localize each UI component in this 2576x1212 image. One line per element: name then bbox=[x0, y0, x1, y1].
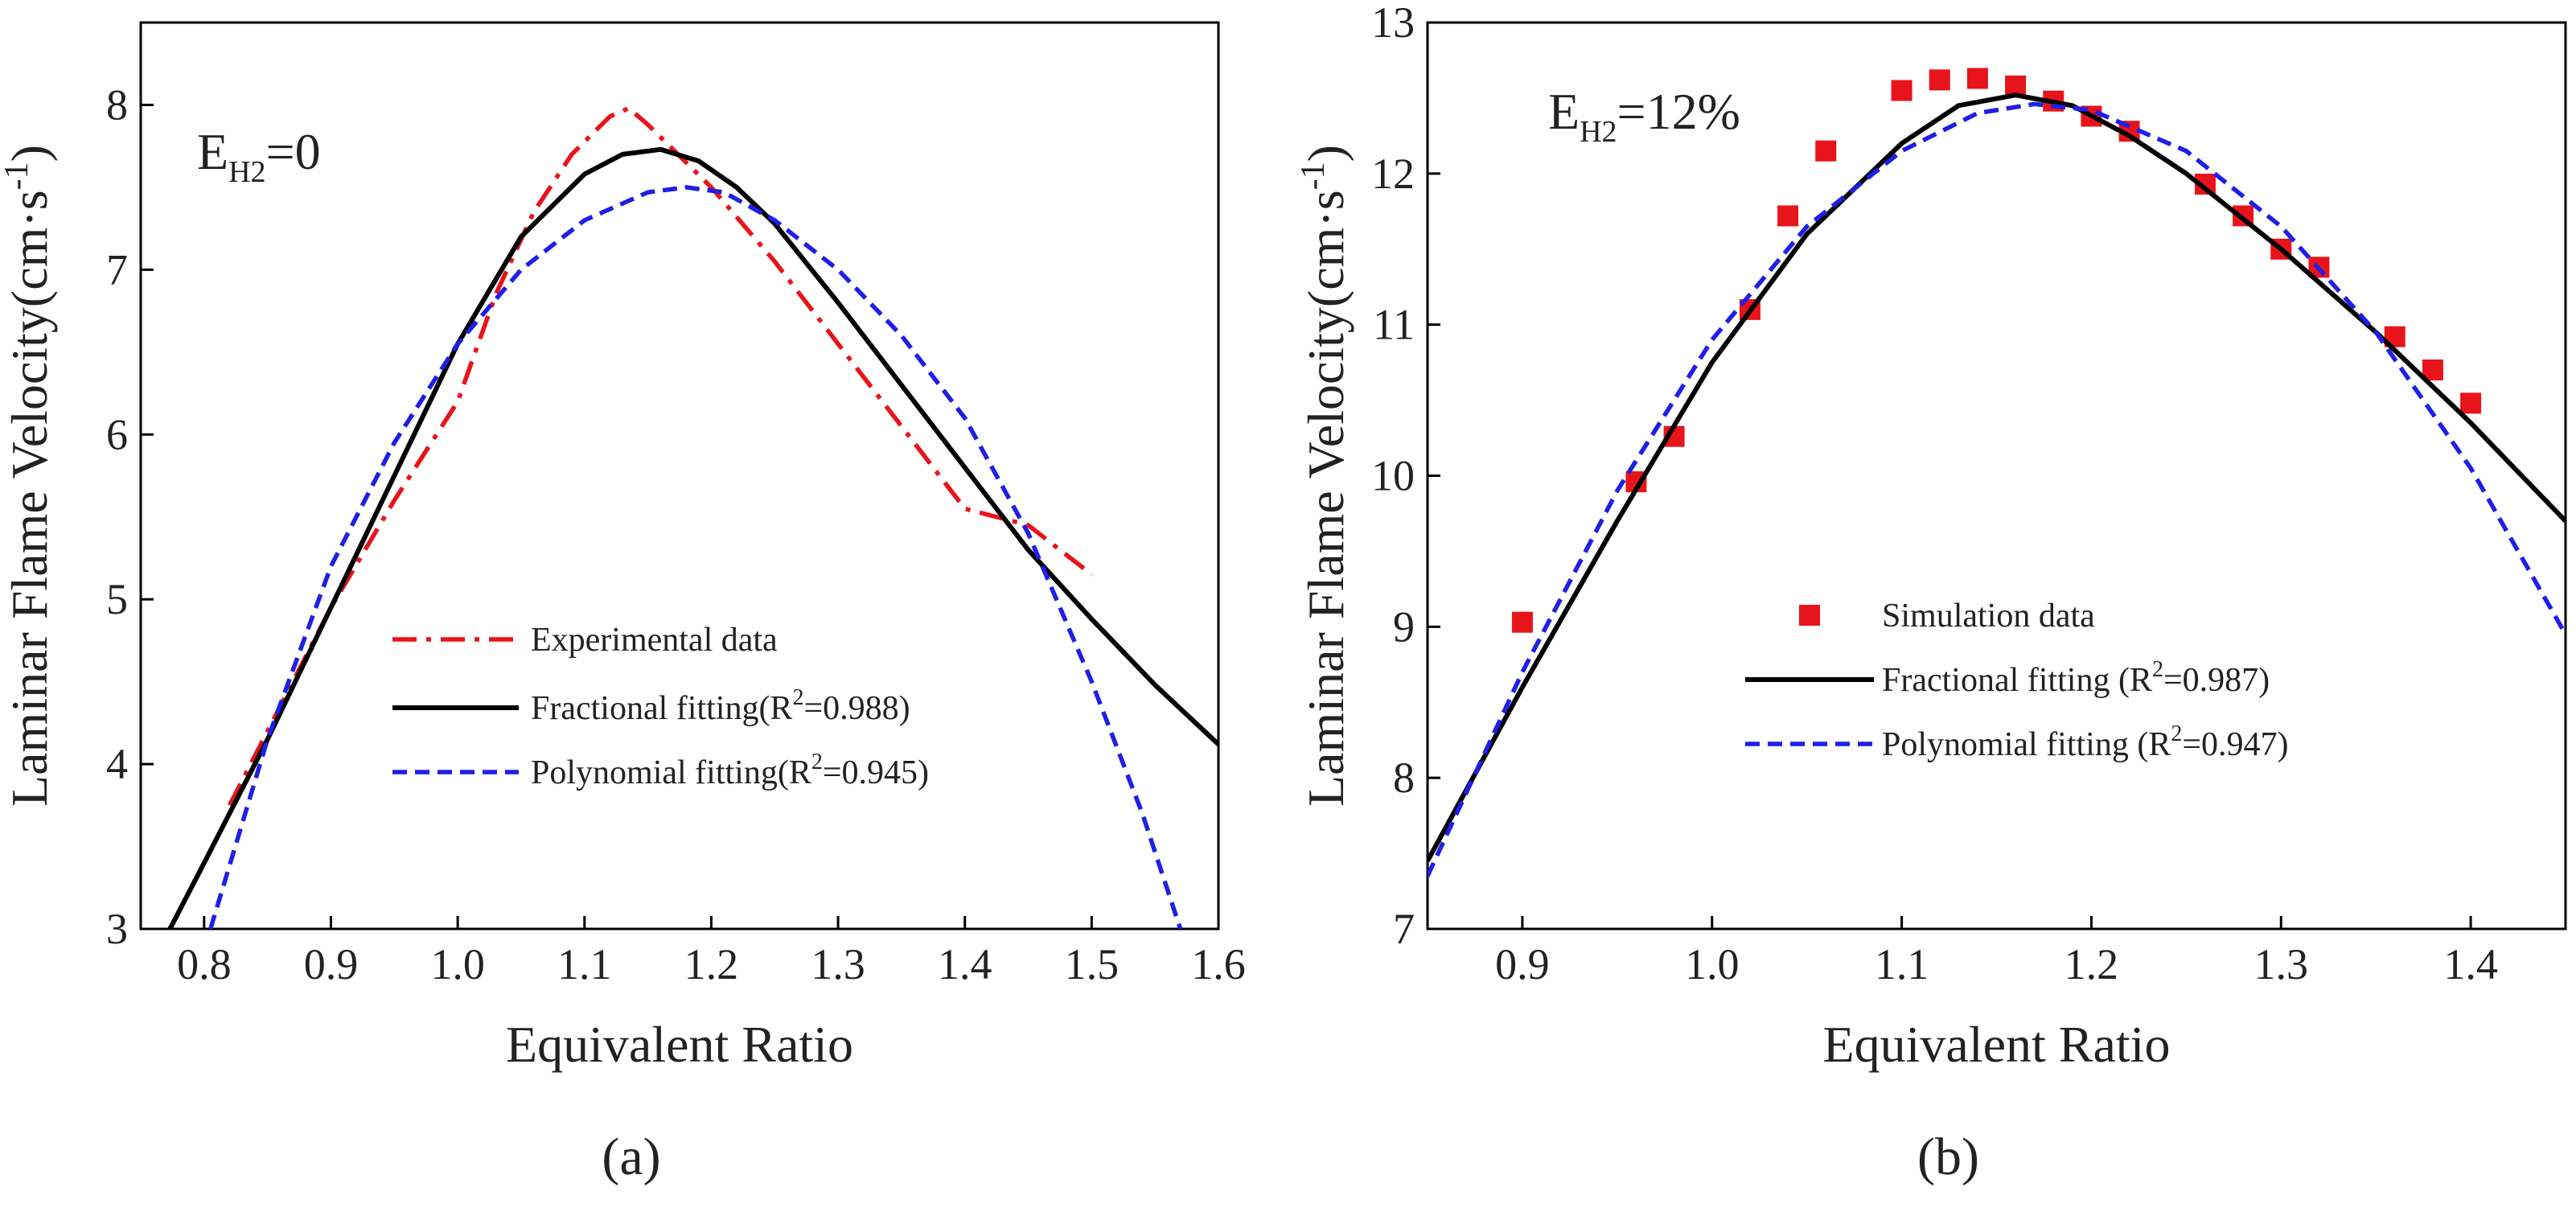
y-tick-label-b: 7 bbox=[1393, 905, 1415, 953]
series-line-polynomial-fitting bbox=[208, 185, 1183, 929]
legend-label-text: Experimental data bbox=[531, 622, 778, 659]
data-point bbox=[1777, 205, 1799, 227]
x-tick-label-a: 1.6 bbox=[1191, 940, 1246, 988]
y-axis-label-sup: -1 bbox=[1295, 162, 1332, 190]
x-tick-label-b: 0.9 bbox=[1495, 940, 1550, 988]
x-tick-label-a: 0.8 bbox=[177, 940, 232, 988]
annotation-a: EH2=0 bbox=[197, 123, 321, 189]
y-tick-label-b: 8 bbox=[1393, 754, 1415, 802]
x-tick-label-b: 1.3 bbox=[2254, 940, 2309, 988]
legend-marker bbox=[1799, 605, 1820, 626]
plot-frame-b bbox=[1426, 21, 2567, 931]
y-axis-label-b: Laminar Flame Velocity(cm·s-1) bbox=[1295, 145, 1354, 807]
data-point bbox=[1511, 611, 1533, 633]
series-line-polynomial-fitting bbox=[1428, 101, 2566, 877]
panel-b-chart: 0.9 1.0 1.1 1.2 1.3 1.4 7 8 9 10 11 12 13 Equivalent … bbox=[1295, 0, 2567, 1186]
legend-label-sup: 2 bbox=[811, 750, 823, 774]
legend-label-tail: =0.945) bbox=[823, 754, 929, 791]
y-tick-label-b: 13 bbox=[1371, 0, 1415, 47]
annotation-b: EH2=12% bbox=[1548, 83, 1740, 149]
legend-label: Simulation data bbox=[1882, 598, 2095, 635]
legend-label: Fractional fitting (R2=0.987) bbox=[1882, 657, 2270, 699]
annotation-main: E bbox=[1548, 83, 1580, 140]
panel-a-chart: 0.8 0.9 1.0 1.1 1.2 1.3 1.4 1.5 1.6 3 4 5 6 7 8 Equival… bbox=[0, 21, 1246, 1186]
series-line-experimental-data bbox=[227, 105, 1094, 807]
legend-label: Polynomial fitting(R2=0.945) bbox=[531, 750, 929, 791]
series-a-0 bbox=[227, 105, 1094, 807]
y-axis-label-text: Laminar Flame Velocity(cm·s bbox=[1, 190, 58, 807]
x-axis-label-a: Equivalent Ratio bbox=[506, 1016, 853, 1073]
x-tick-label-a: 1.1 bbox=[557, 940, 612, 988]
annotation-main: E bbox=[197, 123, 228, 180]
legend-label: Fractional fitting(R2=0.988) bbox=[531, 685, 910, 727]
x-tick-label-a: 0.9 bbox=[304, 940, 359, 988]
annotation-sub: H2 bbox=[228, 155, 265, 189]
series-b-0 bbox=[1511, 68, 2482, 633]
series-a-2 bbox=[208, 185, 1183, 929]
data-point bbox=[1815, 140, 1837, 162]
legend-label-text: Polynomial fitting(R bbox=[531, 754, 811, 791]
x-tick-label-b: 1.4 bbox=[2443, 940, 2498, 988]
series-b-1 bbox=[1428, 92, 2566, 862]
y-axis-label-close: ) bbox=[1297, 145, 1354, 162]
y-axis-label-a: Laminar Flame Velocity(cm·s-1) bbox=[0, 145, 58, 807]
legend-label-text: Fractional fitting (R bbox=[1882, 662, 2152, 699]
y-axis-label-text: Laminar Flame Velocity(cm·s bbox=[1297, 190, 1354, 807]
legend-label-text: Polynomial fitting (R bbox=[1882, 726, 2171, 763]
y-tick-label-b: 9 bbox=[1393, 602, 1415, 651]
data-point bbox=[1929, 69, 1950, 91]
plot-frame-a bbox=[139, 21, 1220, 931]
x-tick-label-a: 1.2 bbox=[684, 940, 739, 988]
x-tick-label-a: 1.0 bbox=[430, 940, 485, 988]
legend-label-tail: =0.987) bbox=[2163, 662, 2270, 699]
series-line-fractional-fitting bbox=[1428, 92, 2566, 862]
x-tick-label-a: 1.3 bbox=[811, 940, 865, 988]
legend-label-sup: 2 bbox=[2152, 657, 2163, 682]
panel-label-a: (a) bbox=[602, 1128, 660, 1186]
series-line-fractional-fitting bbox=[167, 146, 1218, 929]
series-a-1 bbox=[167, 146, 1218, 929]
legend-label: Polynomial fitting (R2=0.947) bbox=[1882, 721, 2289, 763]
x-axis-label-b: Equivalent Ratio bbox=[1823, 1016, 2171, 1073]
annotation-value: =0 bbox=[266, 123, 321, 180]
y-tick-label-a: 5 bbox=[106, 575, 128, 623]
legend-label-sup: 2 bbox=[792, 685, 803, 710]
y-tick-label-a: 4 bbox=[106, 740, 128, 788]
data-point bbox=[2460, 392, 2482, 414]
legend-label-tail: =0.947) bbox=[2182, 726, 2288, 763]
x-tick-label-b: 1.0 bbox=[1685, 940, 1740, 988]
y-tick-label-b: 10 bbox=[1371, 452, 1415, 500]
y-tick-label-a: 7 bbox=[106, 245, 128, 294]
annotation-value: =12% bbox=[1617, 83, 1740, 140]
legend-label: Experimental data bbox=[531, 622, 778, 659]
y-tick-label-b: 12 bbox=[1371, 150, 1415, 198]
y-tick-label-b: 11 bbox=[1373, 301, 1415, 349]
series-b-2 bbox=[1428, 101, 2566, 877]
y-axis-label-close: ) bbox=[1, 145, 58, 162]
x-tick-label-a: 1.4 bbox=[938, 940, 992, 988]
legend-label-tail: =0.988) bbox=[803, 690, 910, 727]
legend-label-sup: 2 bbox=[2171, 721, 2182, 746]
x-tick-label-a: 1.5 bbox=[1065, 940, 1120, 988]
y-axis-label-sup: -1 bbox=[0, 162, 35, 190]
legend-label-text: Simulation data bbox=[1882, 598, 2095, 635]
y-tick-label-a: 3 bbox=[106, 905, 128, 953]
panel-label-b: (b) bbox=[1917, 1128, 1979, 1186]
data-point bbox=[1891, 80, 1912, 101]
data-point bbox=[1966, 68, 1988, 89]
y-tick-label-a: 8 bbox=[106, 80, 128, 129]
y-tick-label-a: 6 bbox=[106, 410, 128, 458]
legend-label-text: Fractional fitting(R bbox=[531, 690, 792, 727]
x-tick-label-b: 1.2 bbox=[2064, 940, 2119, 988]
x-tick-label-b: 1.1 bbox=[1875, 940, 1929, 988]
annotation-sub: H2 bbox=[1580, 115, 1617, 149]
